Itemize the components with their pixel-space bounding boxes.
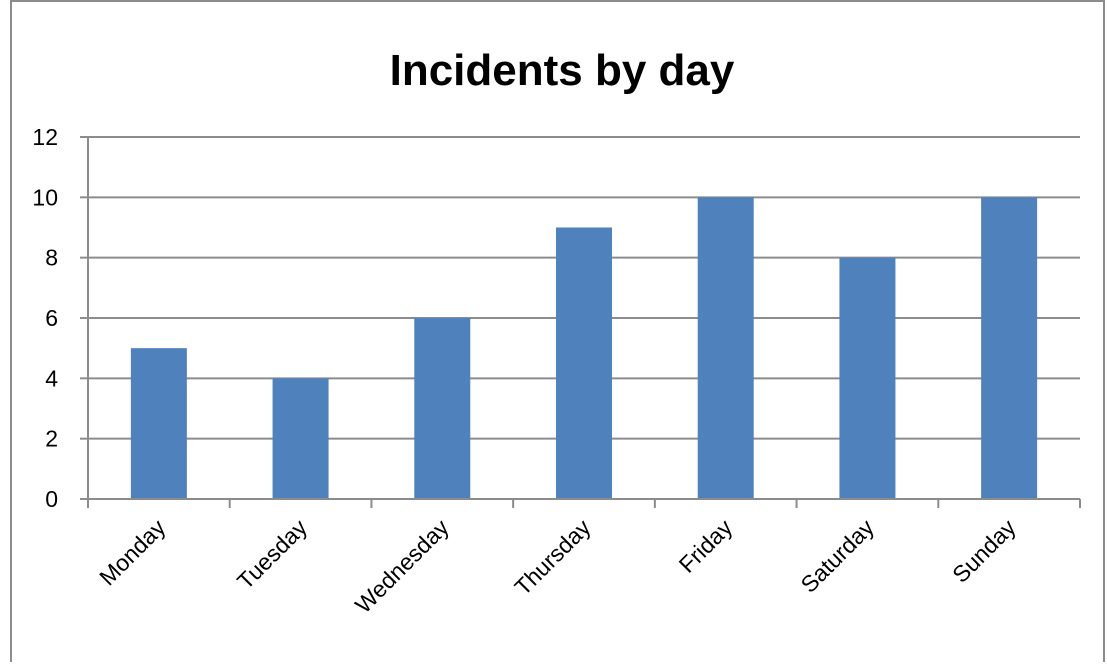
bars (130, 197, 1038, 500)
x-category-label: Sunday (947, 514, 1021, 588)
y-tick-label: 6 (45, 305, 58, 331)
x-category-label: Tuesday (232, 514, 313, 595)
y-tick-label: 4 (45, 365, 58, 391)
axes (87, 137, 1081, 508)
bar-thursday (556, 227, 612, 499)
x-category-label: Wednesday (350, 514, 454, 618)
x-category-label: Monday (94, 514, 171, 591)
chart-title: Incidents by day (390, 46, 735, 95)
bar-saturday (839, 257, 896, 499)
x-axis-category-labels: Monday Tuesday Wednesday Thursday Friday Satu… (94, 514, 1021, 618)
bar-sunday (981, 197, 1038, 500)
y-tick-label: 12 (32, 124, 58, 150)
x-category-label: Saturday (795, 514, 879, 598)
y-tick-label: 2 (45, 426, 58, 452)
x-category-label: Friday (674, 514, 738, 578)
bar-monday (130, 348, 187, 499)
y-tick-label: 0 (45, 486, 58, 512)
y-tick-label: 8 (45, 245, 58, 271)
y-axis-tick-labels: 0 2 4 6 8 10 12 (32, 124, 58, 512)
x-category-label: Thursday (509, 514, 596, 601)
bar-tuesday (272, 378, 329, 499)
bar-friday (697, 197, 754, 500)
bar-wednesday (414, 318, 471, 499)
y-tick-label: 10 (32, 184, 58, 210)
